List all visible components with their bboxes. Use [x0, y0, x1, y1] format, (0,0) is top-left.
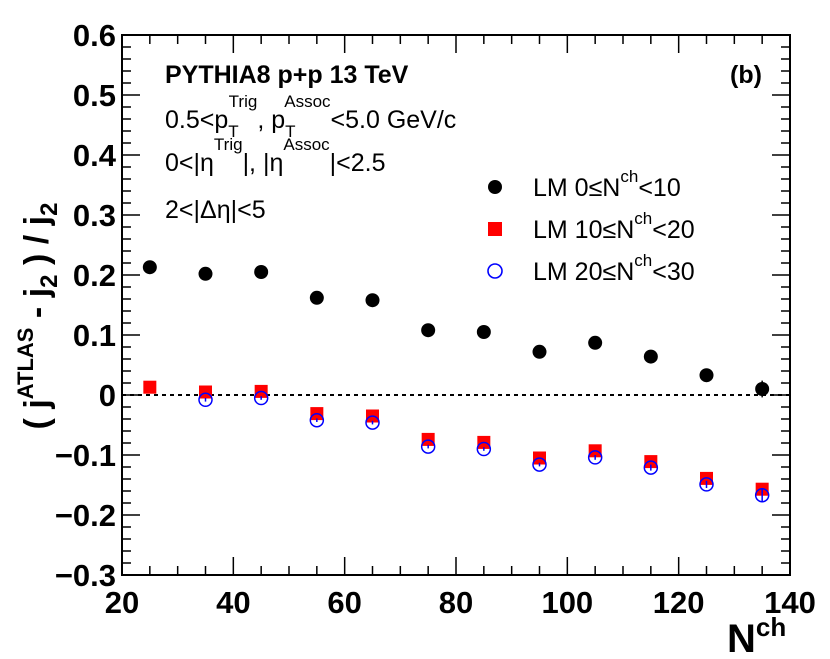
x-tick-labels: 20 40 60 80 100 120 140 — [105, 585, 816, 620]
legend-marker-blue-open-circle — [487, 263, 503, 279]
eta-cut-part-c: |<2.5 — [330, 149, 386, 177]
legend-label-series-2: LM 10≤Nch<20 — [533, 209, 695, 244]
data-point — [254, 265, 269, 279]
legend-label-1-suffix: <10 — [638, 174, 680, 202]
x-axis-label-sup: ch — [756, 612, 786, 642]
y-tick-label: −0.3 — [55, 558, 116, 593]
legend-label-3-prefix: LM 20≤N — [533, 258, 634, 286]
data-point — [755, 382, 770, 396]
plot-frame — [121, 34, 791, 576]
data-point — [309, 290, 324, 305]
x-tick-label: 40 — [216, 585, 250, 620]
pt-cut-label: 0.5<pTTrig, pTAssoc<5.0 GeV/c — [165, 92, 456, 141]
pt-cut-part-c: <5.0 GeV/c — [331, 106, 457, 134]
eta-sup-assoc: Assoc — [283, 135, 330, 154]
y-label-sub: 2 — [36, 274, 63, 287]
legend: LM 0≤Nch<10 LM 10≤Nch<20 LM 20≤Nch<30 — [487, 167, 695, 286]
data-point — [532, 344, 547, 359]
panel-label: (b) — [730, 61, 762, 89]
y-tick-label: 0.4 — [73, 138, 117, 173]
data-point — [253, 390, 269, 406]
data-point — [365, 293, 380, 308]
data-point — [699, 477, 714, 492]
data-point — [754, 487, 770, 503]
x-axis-label-main: N — [727, 617, 756, 659]
deta-cut-label: 2<|Δη|<5 — [165, 196, 266, 224]
x-tick-label: 120 — [653, 585, 705, 620]
y-label-sup: ATLAS — [13, 328, 38, 400]
pt-sub-trig: T — [228, 122, 238, 141]
data-point — [699, 368, 714, 383]
y-label-sub2: 2 — [36, 203, 63, 216]
eta-cut-part-a: 0<|η — [165, 149, 214, 177]
y-tick-label: 0.5 — [73, 78, 116, 113]
y-tick-label: 0 — [99, 378, 116, 413]
pt-cut-part-a: 0.5<p — [165, 106, 228, 134]
data-point — [198, 392, 213, 408]
legend-label-3-suffix: <30 — [652, 258, 694, 286]
legend-marker-black-circle — [488, 180, 502, 194]
y-tick-label: −0.2 — [55, 498, 116, 533]
eta-cut-label: 0<|ηTrig|, |ηAssoc|<2.5 — [165, 135, 386, 177]
data-point — [365, 415, 380, 430]
legend-label-2-suffix: <20 — [652, 216, 694, 244]
pt-sup-trig: Trig — [229, 92, 258, 111]
eta-sup-trig: Trig — [214, 135, 243, 154]
legend-label-2-prefix: LM 10≤N — [533, 216, 634, 244]
x-tick-label: 20 — [105, 585, 139, 620]
legend-label-2-sup: ch — [634, 209, 652, 228]
y-tick-labels: −0.3 −0.2 −0.1 0 0.1 0.2 0.3 0.4 0.5 0.6 — [55, 18, 117, 593]
data-point — [198, 266, 213, 281]
data-point — [643, 349, 658, 364]
y-tick-label: −0.1 — [55, 438, 116, 473]
legend-label-1-prefix: LM 0≤N — [533, 174, 620, 202]
data-point — [421, 323, 436, 338]
pt-cut-part-b: , p — [257, 106, 285, 134]
x-tick-label: 60 — [327, 585, 361, 620]
data-point — [309, 412, 325, 428]
pt-sub-assoc: T — [285, 122, 295, 141]
series-3 — [198, 390, 770, 503]
legend-label-1-sup: ch — [620, 167, 638, 186]
y-axis-label-text: ( jATLAS - j2 ) / j2 — [13, 203, 63, 430]
series-1 — [142, 260, 770, 398]
y-label-open: ( j — [18, 399, 56, 429]
x-tick-label: 100 — [541, 585, 593, 620]
y-tick-label: 0.3 — [73, 198, 116, 233]
pt-sup-assoc: Assoc — [284, 92, 331, 111]
data-point — [420, 439, 436, 454]
data-point — [643, 460, 659, 475]
y-tick-label: 0.6 — [73, 18, 116, 53]
y-tick-label: 0.1 — [73, 318, 116, 353]
eta-cut-part-b: |, |η — [243, 149, 284, 177]
data-point — [143, 380, 157, 394]
data-series — [142, 260, 770, 503]
data-point — [199, 385, 212, 399]
data-point — [476, 325, 491, 339]
data-point — [532, 457, 547, 472]
x-tick-label: 140 — [764, 585, 816, 620]
legend-label-3-sup: ch — [634, 251, 652, 270]
data-point — [142, 260, 157, 275]
legend-marker-red-square — [488, 222, 502, 236]
data-point — [476, 441, 492, 457]
x-tick-label: 80 — [439, 585, 473, 620]
legend-label-series-3: LM 20≤Nch<30 — [533, 251, 695, 286]
y-label-mid: - j — [18, 288, 56, 328]
y-label-close: ) / j — [18, 216, 56, 275]
generator-label: PYTHIA8 p+p 13 TeV — [165, 61, 409, 89]
data-point — [587, 450, 603, 465]
legend-label-series-1: LM 0≤Nch<10 — [533, 167, 681, 202]
x-axis-label: Nch — [727, 612, 786, 659]
y-tick-label: 0.2 — [73, 258, 116, 293]
data-point — [588, 335, 603, 350]
y-axis-label: ( jATLAS - j2 ) / j2 — [13, 203, 63, 430]
